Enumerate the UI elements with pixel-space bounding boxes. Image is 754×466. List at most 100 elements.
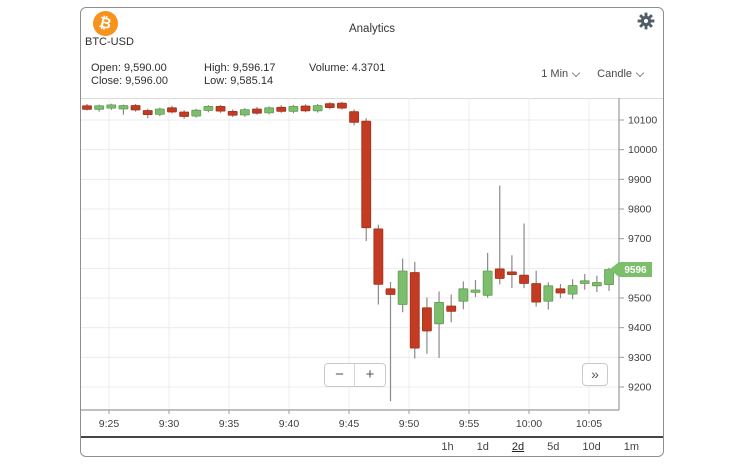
candle-body [118,105,129,110]
gear-icon [637,12,655,30]
range-option-1m[interactable]: 1m [623,441,639,453]
candle-body [312,105,323,112]
price-badge [609,262,652,278]
candle-body [470,289,481,293]
candle-body [276,106,287,112]
candle-body [154,108,165,115]
candle-body [106,104,117,109]
stat-open: Open: 9,590.00 [91,62,167,74]
y-tick-label: 9400 [628,322,652,334]
candle-body [555,288,566,294]
price-badge-label: 9596 [624,265,647,276]
candle-body [591,282,602,287]
candle-body [82,105,92,110]
chart-type-value: Candle [597,68,632,80]
y-tick-label: 10000 [628,144,657,156]
candle-body [227,110,238,116]
candle-body [288,105,299,112]
y-tick-label: 9200 [628,382,652,394]
candle-body [422,307,432,332]
interval-dropdown[interactable]: 1 Min [541,68,581,80]
candle-body [604,269,614,286]
x-tick-label: 9:30 [159,418,180,430]
chart-settings: 1 Min Candle [541,68,645,80]
symbol-label: BTC-USD [85,36,134,48]
range-option-5d[interactable]: 5d [547,441,560,453]
x-tick-label: 9:25 [99,418,120,430]
x-tick-label: 9:55 [459,418,480,430]
stat-close: Close: 9,596.00 [91,74,169,87]
stat-volume: Volume: 4.3701 [309,62,386,74]
candle-body [215,105,226,112]
candle-body [434,302,444,325]
y-tick-label: 9800 [628,204,652,216]
candle-body [506,271,517,275]
candle-body [409,272,420,349]
y-tick-label: 9300 [628,352,652,364]
range-option-10d[interactable]: 10d [582,441,601,453]
x-tick-label: 9:35 [219,418,240,430]
candle-body [191,109,202,117]
candle-body [179,111,190,117]
candle-body [482,270,493,296]
stat-high: High: 9,596.17 [204,62,276,74]
candle-body [203,105,214,111]
zoom-in-button[interactable]: + [355,364,385,386]
zoom-out-button[interactable]: − [325,364,355,386]
range-option-2d[interactable]: 2d [511,441,525,453]
x-tick-label: 10:05 [576,418,602,430]
candle-body [300,105,311,112]
candle-body [397,270,408,305]
interval-value: 1 Min [541,68,569,80]
settings-button[interactable] [637,12,655,30]
candle-body [519,274,529,284]
candle-body [458,288,469,302]
candle-body [446,305,457,312]
range-option-1d[interactable]: 1d [476,441,489,453]
candle-body [543,285,554,302]
candle-body [239,109,250,116]
candle-body [264,107,275,114]
y-tick-label: 10100 [628,115,657,127]
x-tick-label: 9:45 [339,418,360,430]
stats-col-open-close: Open: 9,590.00 Close: 9,596.00 [91,62,168,87]
x-tick-label: 9:40 [279,418,300,430]
y-tick-label: 9900 [628,174,652,186]
candle-body [167,107,177,113]
candle-body [142,110,153,116]
y-tick-label: 9700 [628,233,652,245]
chevron-down-icon [571,68,581,77]
analytics-card: ₿ BTC-USD Analytics [80,7,664,457]
zoom-controls: − + [324,363,386,387]
candle-body [324,103,335,108]
candle-body [579,280,590,284]
chart-type-dropdown[interactable]: Candle [597,68,645,80]
range-option-1h[interactable]: 1h [441,441,454,453]
candle-body [373,228,384,285]
bitcoin-icon: ₿ [93,11,118,36]
stat-low: Low: 9,585.14 [204,74,274,87]
candle-body [531,283,542,303]
candle-body [349,111,359,123]
stats-col-volume: Volume: 4.3701 [309,62,385,75]
y-tick-label: 9500 [628,293,652,305]
chevron-down-icon [635,68,645,77]
candle-body [130,105,141,111]
x-tick-label: 10:00 [516,418,542,430]
candle-body [337,102,347,109]
candle-body [385,288,396,295]
range-selector: 1h 1d 2d 5d 10d 1m [81,436,663,456]
candle-body [567,285,578,295]
pan-right-button[interactable]: » [582,363,608,386]
candle-body [252,108,262,114]
stats-col-high-low: High: 9,596.17 Low: 9,585.14 [204,62,276,87]
header-divider [81,98,663,99]
candle-body [361,120,372,229]
x-tick-label: 9:50 [399,418,420,430]
page-title: Analytics [348,23,396,35]
candle-body [94,105,105,110]
candle-body [494,268,505,279]
chart-area: 9:25 9:30 9:35 9:40 9:45 9:50 9:55 10:00 10:05 10… [81,98,663,439]
candlestick-chart[interactable]: 9:25 9:30 9:35 9:40 9:45 9:50 9:55 10:00 10:05 10… [81,98,663,439]
